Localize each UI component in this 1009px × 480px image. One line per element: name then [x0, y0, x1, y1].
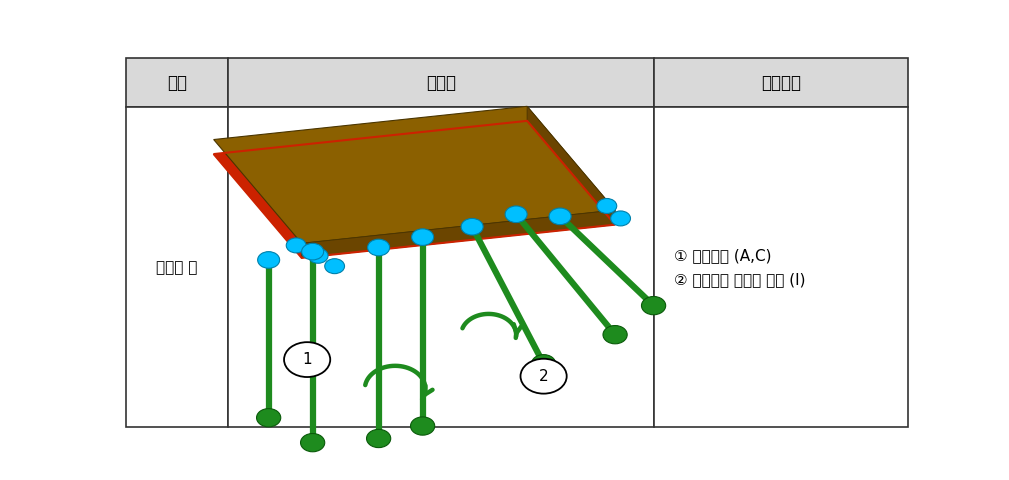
Circle shape — [603, 325, 628, 344]
Circle shape — [285, 342, 330, 377]
Bar — [228, 108, 654, 427]
Circle shape — [521, 359, 567, 394]
Text: 구성요소: 구성요소 — [761, 73, 801, 92]
Circle shape — [461, 218, 483, 235]
Polygon shape — [334, 139, 446, 245]
Circle shape — [302, 243, 324, 260]
Text: 개념도: 개념도 — [426, 73, 456, 92]
Circle shape — [610, 211, 631, 226]
Circle shape — [287, 238, 306, 253]
Text: 1: 1 — [303, 352, 312, 367]
Polygon shape — [214, 121, 615, 258]
Polygon shape — [527, 107, 615, 225]
Polygon shape — [455, 126, 567, 232]
Circle shape — [411, 417, 435, 435]
Polygon shape — [214, 107, 615, 243]
Polygon shape — [214, 152, 326, 258]
Text: ② 서포트를 접어서 이동 (I): ② 서포트를 접어서 이동 (I) — [674, 272, 805, 287]
Circle shape — [642, 297, 666, 315]
Circle shape — [366, 429, 390, 448]
Text: ① 가변부분 (A,C): ① 가변부분 (A,C) — [674, 248, 771, 263]
Polygon shape — [382, 133, 494, 240]
Bar — [654, 108, 908, 427]
Polygon shape — [238, 149, 350, 255]
Text: 테이블 폼: 테이블 폼 — [156, 260, 198, 275]
Polygon shape — [286, 144, 399, 250]
Circle shape — [532, 355, 556, 373]
Text: 2: 2 — [539, 369, 549, 384]
Polygon shape — [479, 123, 591, 230]
Bar — [654, 58, 908, 108]
Circle shape — [308, 248, 328, 263]
Polygon shape — [503, 121, 615, 227]
Bar — [228, 58, 654, 108]
Circle shape — [506, 206, 527, 223]
Bar — [126, 108, 228, 427]
Circle shape — [325, 259, 344, 274]
Text: 구분: 구분 — [166, 73, 187, 92]
Circle shape — [256, 408, 281, 427]
Polygon shape — [310, 141, 422, 248]
Circle shape — [597, 199, 616, 214]
Circle shape — [549, 208, 571, 225]
Polygon shape — [431, 129, 543, 235]
Polygon shape — [358, 136, 470, 242]
Bar — [126, 58, 228, 108]
Circle shape — [367, 239, 389, 256]
Circle shape — [257, 252, 279, 268]
Polygon shape — [302, 210, 615, 258]
Polygon shape — [407, 131, 519, 238]
Polygon shape — [262, 146, 374, 253]
Circle shape — [412, 229, 434, 245]
Circle shape — [301, 433, 325, 452]
